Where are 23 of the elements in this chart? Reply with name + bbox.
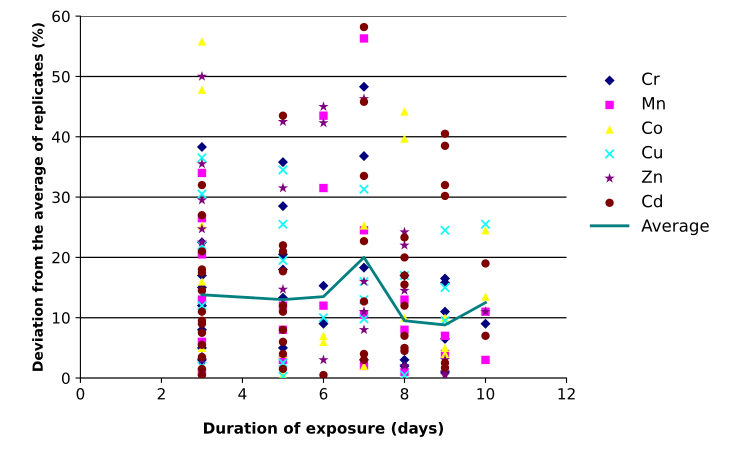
y-tick-label: 10 [52,312,70,324]
legend-label: Cr [642,72,660,86]
y-tick-label: 60 [52,10,70,22]
x-tick-label: 8 [400,388,408,400]
x-tick-label: 4 [238,388,246,400]
legend-label: Zn [642,170,662,183]
y-tick-label: 50 [52,70,70,82]
x-tick-label: 12 [558,388,575,400]
y-tick-label: 20 [52,252,70,264]
legend-label: Co [642,121,662,134]
y-tick-label: 0 [62,372,70,384]
y-tick-label: 40 [52,131,70,143]
x-tick-label: 10 [477,388,494,400]
x-tick-label: 6 [320,388,328,400]
legend-label: Average [641,219,709,236]
x-axis-title: Duration of exposure (days) [204,422,444,437]
x-tick-label: 0 [76,388,84,400]
y-axis-title: Deviation from the average of replicates (%) [32,23,46,371]
legend-label: Cd [642,194,662,208]
y-tick-label: 30 [52,192,70,204]
legend-label: Mn [642,97,665,110]
legend-label: Cu [642,146,662,158]
x-tick-label: 2 [158,388,165,400]
